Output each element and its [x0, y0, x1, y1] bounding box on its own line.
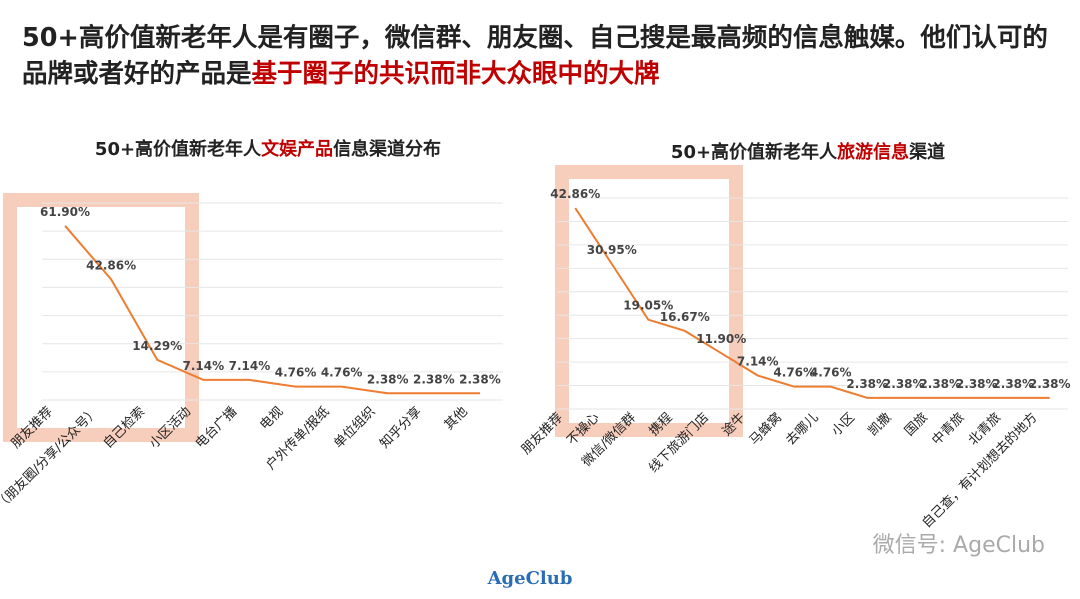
value-label: 4.76%: [773, 366, 815, 380]
value-label: 16.67%: [660, 310, 710, 324]
headline: 50+高价值新老年人是有圈子，微信群、朋友圈、自己搜是最高频的信息触媒。他们认可…: [22, 20, 1072, 92]
watermark: 微信号: AgeClub: [873, 533, 1045, 558]
chart-title-part: 信息渠道分布: [333, 138, 441, 160]
chart-title-part: 文娱产品: [261, 138, 333, 160]
x-tick-label: 电台广播: [193, 404, 240, 451]
value-label: 2.38%: [883, 377, 925, 391]
chart-title-part: 50+高价值新老年人: [95, 138, 262, 160]
x-tick-label: 单位组织: [331, 404, 378, 451]
value-label: 2.38%: [919, 377, 961, 391]
value-label: 2.38%: [459, 372, 501, 386]
value-label: 4.76%: [810, 366, 852, 380]
chart-title: 50+高价值新老年人旅游信息渠道: [671, 141, 945, 163]
x-tick-label: 国旅: [902, 410, 931, 439]
value-label: 2.38%: [413, 372, 455, 386]
x-tick-label: 去哪儿: [783, 410, 821, 448]
chart-title: 50+高价值新老年人文娱产品信息渠道分布: [95, 138, 441, 160]
highlight-box: [555, 165, 743, 437]
value-label: 42.86%: [550, 187, 600, 201]
chart-title-part: 旅游信息: [837, 141, 909, 163]
value-label: 14.29%: [132, 339, 182, 353]
line: [64, 225, 480, 395]
value-label: 19.05%: [623, 299, 673, 313]
value-label: 2.38%: [992, 377, 1034, 391]
value-label: 4.76%: [275, 366, 317, 380]
x-tick-label: 其他: [442, 404, 471, 433]
value-label: 30.95%: [587, 243, 637, 257]
value-label: 2.38%: [367, 372, 409, 386]
chart-title-part: 50+高价值新老年人: [671, 141, 838, 163]
value-label: 61.90%: [40, 205, 90, 219]
value-label: 2.38%: [1029, 377, 1071, 391]
value-label: 7.14%: [229, 359, 271, 373]
headline-part: 基于圈子的共识而非大众眼中的大牌: [251, 59, 660, 89]
value-label: 2.38%: [846, 377, 888, 391]
highlight-box: [3, 193, 199, 442]
value-label: 11.90%: [696, 332, 746, 346]
value-label: 42.86%: [86, 258, 136, 272]
chart-title-part: 渠道: [909, 141, 945, 163]
headline-part: 50+高价值新老年人是有圈子，微信群、朋友圈、自己搜是最高频的信息触媒。他们认可…: [22, 23, 1048, 89]
logo: AgeClub: [487, 568, 573, 589]
value-label: 2.38%: [956, 377, 998, 391]
x-tick-label: 马蜂窝: [746, 410, 785, 449]
value-label: 7.14%: [737, 355, 779, 369]
value-label: 7.14%: [183, 359, 225, 373]
value-label: 4.76%: [321, 366, 363, 380]
x-tick-label: 自己检索: [101, 404, 148, 451]
x-tick-label: 电视: [257, 404, 286, 433]
x-tick-label: 中青旅: [929, 410, 967, 448]
x-tick-label: 小区: [829, 410, 858, 439]
x-tick-label: 凯撒: [865, 410, 895, 440]
line: [574, 207, 1050, 399]
x-tick-label: 知乎分享: [377, 404, 425, 452]
